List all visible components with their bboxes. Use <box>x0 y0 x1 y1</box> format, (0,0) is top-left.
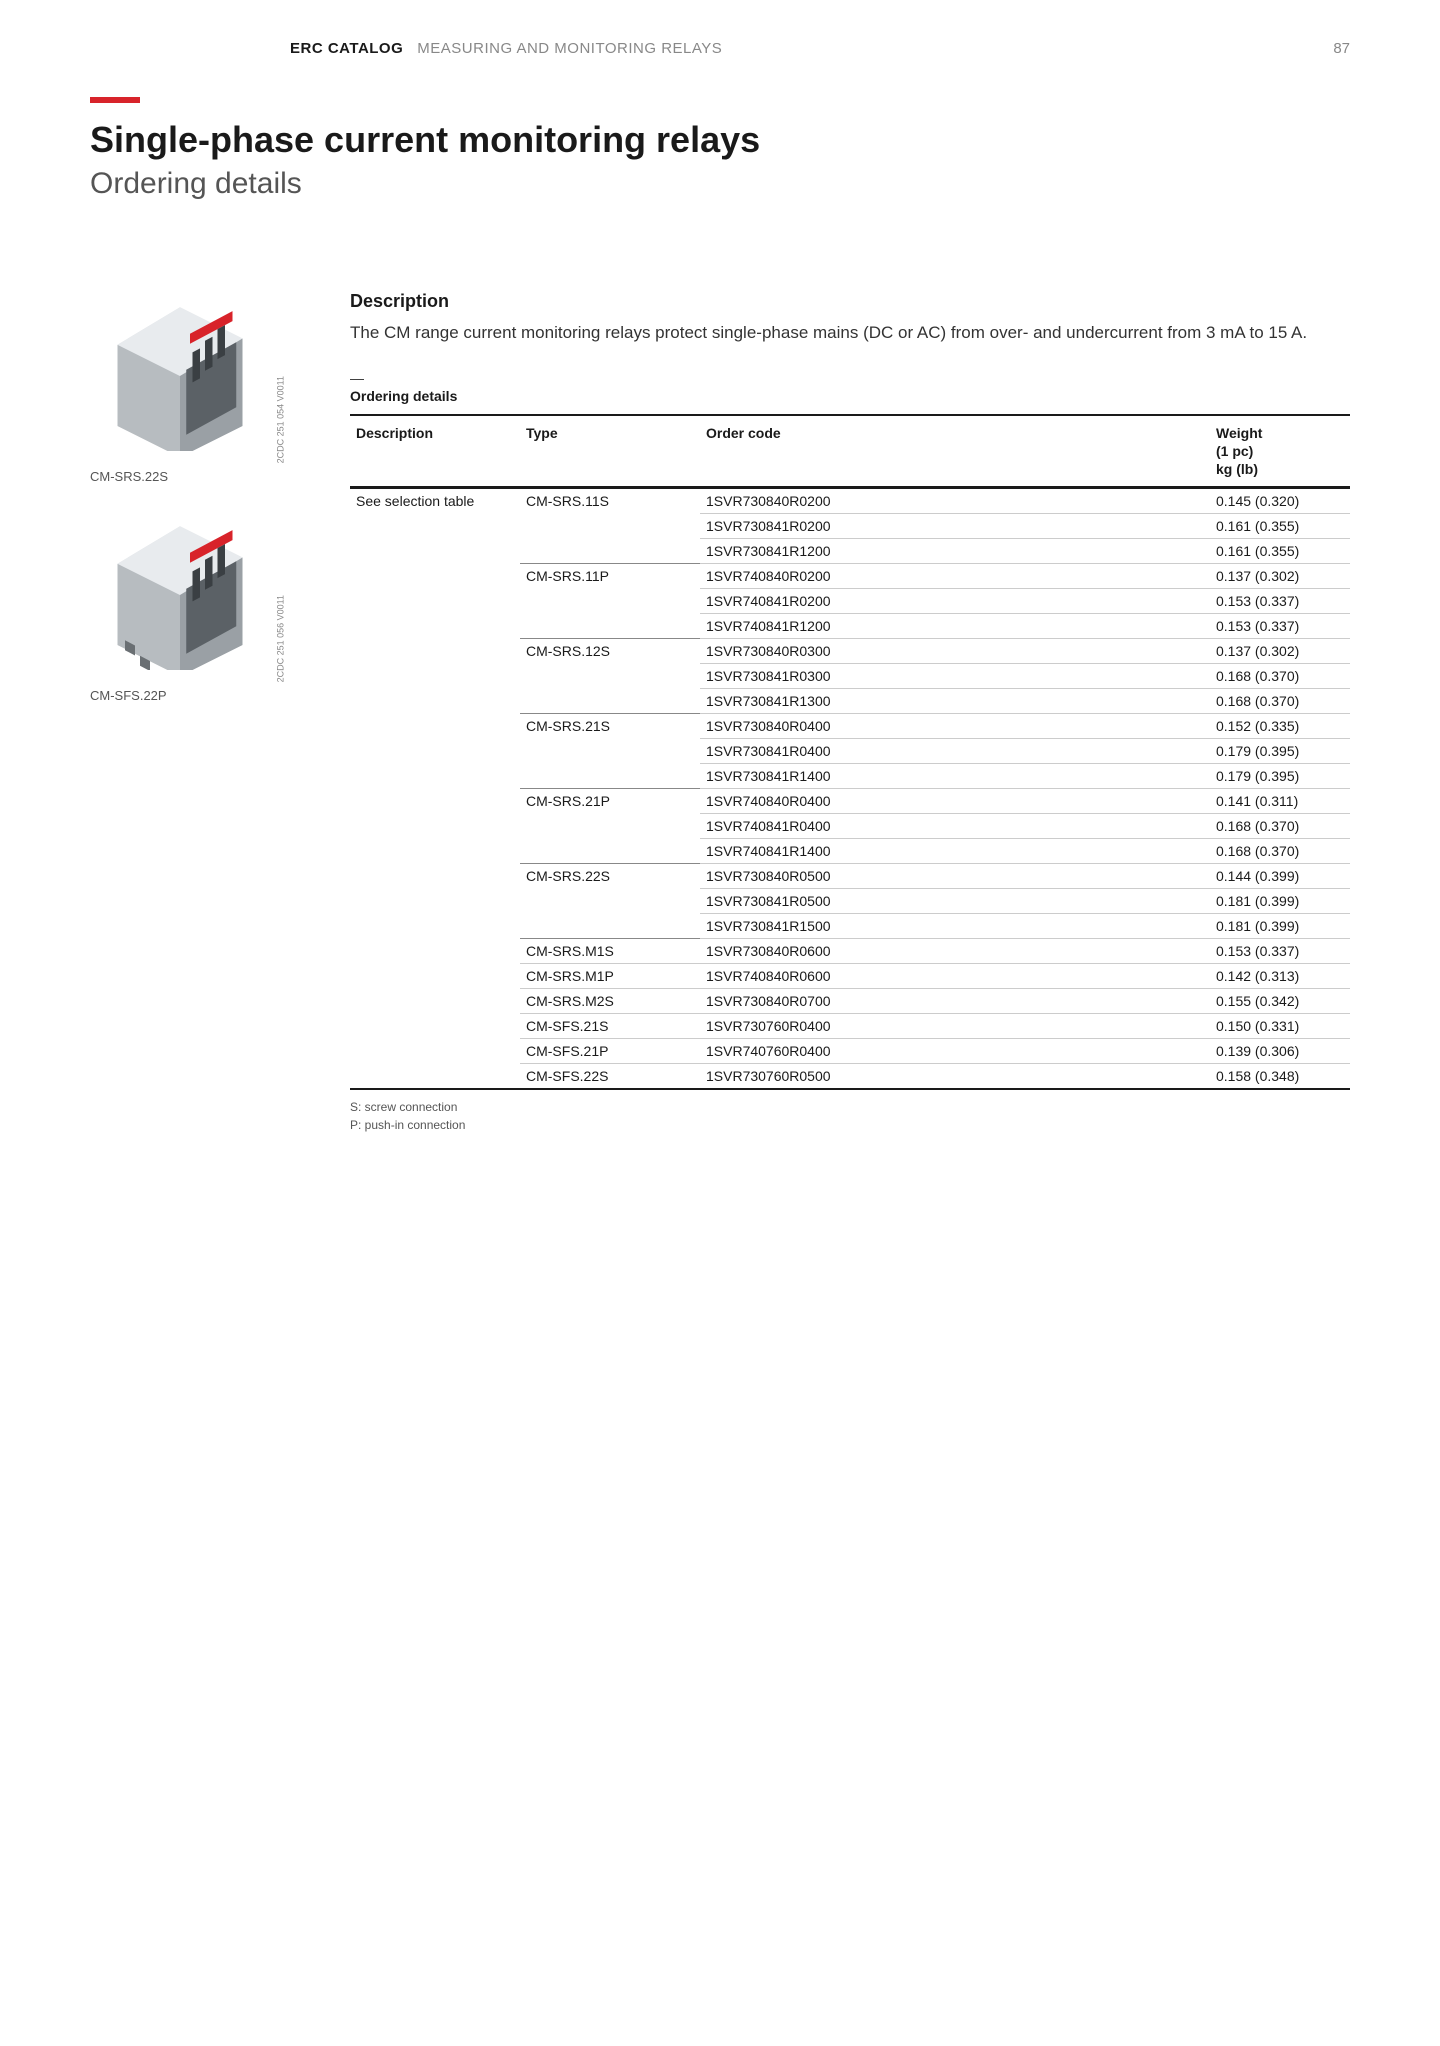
relay-icon <box>105 301 255 451</box>
cell-ordercode: 1SVR730841R0500 <box>700 889 1210 914</box>
cell-type: CM-SRS.21S <box>520 714 700 789</box>
cell-weight: 0.150 (0.331) <box>1210 1014 1350 1039</box>
thumbnail-sidecode: 2CDC 251 054 V0011 <box>275 376 285 463</box>
cell-weight: 0.168 (0.370) <box>1210 664 1350 689</box>
cell-ordercode: 1SVR730760R0500 <box>700 1064 1210 1090</box>
cell-ordercode: 1SVR740841R0400 <box>700 814 1210 839</box>
cell-ordercode: 1SVR740840R0200 <box>700 564 1210 589</box>
cell-ordercode: 1SVR730760R0400 <box>700 1014 1210 1039</box>
relay-icon <box>105 520 255 670</box>
cell-ordercode: 1SVR730841R1200 <box>700 539 1210 564</box>
cell-weight: 0.144 (0.399) <box>1210 864 1350 889</box>
cell-weight: 0.179 (0.395) <box>1210 739 1350 764</box>
cell-ordercode: 1SVR730840R0600 <box>700 939 1210 964</box>
cell-weight: 0.152 (0.335) <box>1210 714 1350 739</box>
thumbnail-caption: CM-SRS.22S <box>90 469 310 484</box>
cell-type: CM-SRS.11S <box>520 488 700 564</box>
cell-weight: 0.153 (0.337) <box>1210 614 1350 639</box>
cell-ordercode: 1SVR730841R0200 <box>700 514 1210 539</box>
footnote-line: S: screw connection <box>350 1098 1350 1116</box>
cell-ordercode: 1SVR730841R1300 <box>700 689 1210 714</box>
thumbnail-caption: CM-SFS.22P <box>90 688 310 703</box>
cell-type: CM-SRS.M1S <box>520 939 700 964</box>
cell-ordercode: 1SVR730840R0500 <box>700 864 1210 889</box>
cell-ordercode: 1SVR740841R0200 <box>700 589 1210 614</box>
cell-weight: 0.142 (0.313) <box>1210 964 1350 989</box>
cell-ordercode: 1SVR730840R0700 <box>700 989 1210 1014</box>
product-thumbnail: 2CDC 251 054 V0011 CM-SRS.22S <box>90 291 310 484</box>
thumbnail-sidecode: 2CDC 251 056 V0011 <box>275 595 285 682</box>
cell-type: CM-SFS.21P <box>520 1039 700 1064</box>
page-header: ERC CATALOG MEASURING AND MONITORING REL… <box>90 40 1350 57</box>
cell-weight: 0.179 (0.395) <box>1210 764 1350 789</box>
col-header-weight: Weight (1 pc) kg (lb) <box>1210 415 1350 488</box>
cell-ordercode: 1SVR740841R1200 <box>700 614 1210 639</box>
description-text: The CM range current monitoring relays p… <box>350 320 1350 346</box>
catalog-name: ERC CATALOG <box>290 40 403 57</box>
page-subtitle: Ordering details <box>90 167 1350 201</box>
table-row: See selection tableCM-SRS.11S1SVR730840R… <box>350 488 1350 514</box>
cell-ordercode: 1SVR740840R0600 <box>700 964 1210 989</box>
cell-weight: 0.161 (0.355) <box>1210 539 1350 564</box>
cell-type: CM-SFS.22S <box>520 1064 700 1090</box>
cell-weight: 0.141 (0.311) <box>1210 789 1350 814</box>
cell-type: CM-SFS.21S <box>520 1014 700 1039</box>
cell-ordercode: 1SVR730841R1400 <box>700 764 1210 789</box>
cell-weight: 0.168 (0.370) <box>1210 839 1350 864</box>
product-thumbnail: 2CDC 251 056 V0011 CM-SFS.22P <box>90 510 310 703</box>
cell-description: See selection table <box>350 488 520 1090</box>
cell-type: CM-SRS.M1P <box>520 964 700 989</box>
cell-ordercode: 1SVR730840R0300 <box>700 639 1210 664</box>
cell-weight: 0.181 (0.399) <box>1210 889 1350 914</box>
col-header-description: Description <box>350 415 520 488</box>
cell-weight: 0.168 (0.370) <box>1210 689 1350 714</box>
cell-weight: 0.137 (0.302) <box>1210 564 1350 589</box>
title-block: Single-phase current monitoring relays O… <box>90 97 1350 201</box>
cell-type: CM-SRS.12S <box>520 639 700 714</box>
col-header-type: Type <box>520 415 700 488</box>
cell-ordercode: 1SVR740840R0400 <box>700 789 1210 814</box>
ordering-table: Description Type Order code Weight (1 pc… <box>350 414 1350 1091</box>
table-footnotes: S: screw connection P: push-in connectio… <box>350 1098 1350 1134</box>
cell-weight: 0.161 (0.355) <box>1210 514 1350 539</box>
cell-weight: 0.153 (0.337) <box>1210 589 1350 614</box>
sidebar: 2CDC 251 054 V0011 CM-SRS.22S <box>90 291 310 1134</box>
main-content: Description The CM range current monitor… <box>350 291 1350 1134</box>
cell-ordercode: 1SVR730841R0400 <box>700 739 1210 764</box>
col-header-ordercode: Order code <box>700 415 1210 488</box>
cell-weight: 0.153 (0.337) <box>1210 939 1350 964</box>
cell-weight: 0.168 (0.370) <box>1210 814 1350 839</box>
cell-weight: 0.139 (0.306) <box>1210 1039 1350 1064</box>
description-heading: Description <box>350 291 1350 312</box>
cell-type: CM-SRS.11P <box>520 564 700 639</box>
cell-ordercode: 1SVR730840R0400 <box>700 714 1210 739</box>
section-name: MEASURING AND MONITORING RELAYS <box>417 40 722 57</box>
page-title: Single-phase current monitoring relays <box>90 119 1350 161</box>
cell-ordercode: 1SVR730841R1500 <box>700 914 1210 939</box>
cell-weight: 0.145 (0.320) <box>1210 488 1350 514</box>
cell-ordercode: 1SVR730841R0300 <box>700 664 1210 689</box>
page-number: 87 <box>1333 40 1350 57</box>
cell-ordercode: 1SVR730840R0200 <box>700 488 1210 514</box>
cell-weight: 0.158 (0.348) <box>1210 1064 1350 1090</box>
cell-type: CM-SRS.21P <box>520 789 700 864</box>
cell-type: CM-SRS.22S <box>520 864 700 939</box>
cell-type: CM-SRS.M2S <box>520 989 700 1014</box>
table-title: Ordering details <box>350 370 1350 404</box>
accent-dash <box>90 97 140 103</box>
cell-ordercode: 1SVR740760R0400 <box>700 1039 1210 1064</box>
footnote-line: P: push-in connection <box>350 1116 1350 1134</box>
cell-weight: 0.155 (0.342) <box>1210 989 1350 1014</box>
cell-weight: 0.181 (0.399) <box>1210 914 1350 939</box>
cell-ordercode: 1SVR740841R1400 <box>700 839 1210 864</box>
cell-weight: 0.137 (0.302) <box>1210 639 1350 664</box>
